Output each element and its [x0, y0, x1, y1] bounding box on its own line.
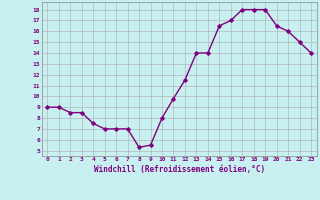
X-axis label: Windchill (Refroidissement éolien,°C): Windchill (Refroidissement éolien,°C) [94, 165, 265, 174]
